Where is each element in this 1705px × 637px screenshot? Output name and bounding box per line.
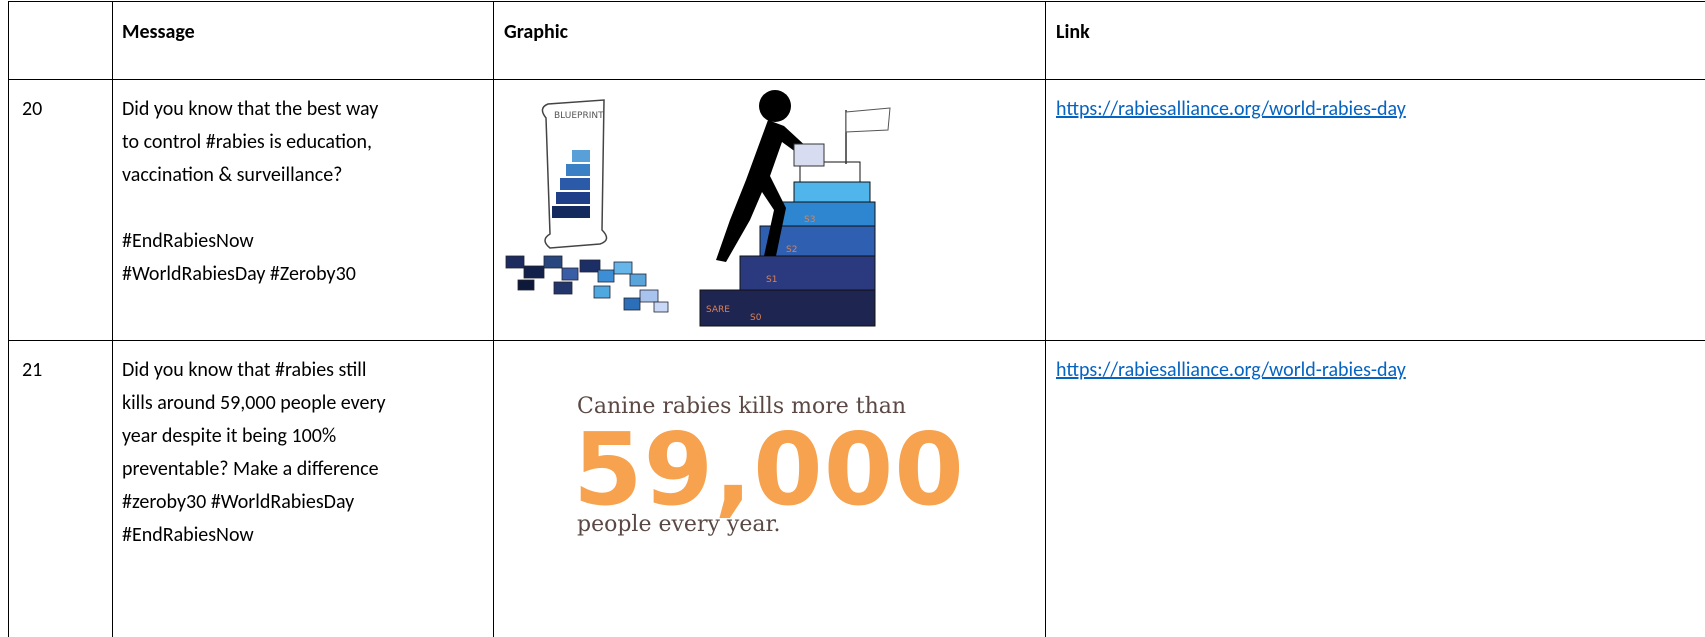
- rule: [112, 1, 113, 637]
- message-line: preventable? Make a difference: [122, 457, 379, 481]
- rule: [8, 340, 1705, 341]
- header-cell: Message: [122, 20, 195, 44]
- header-cell: Graphic: [504, 20, 569, 44]
- step-label: S1: [766, 275, 777, 285]
- rule: [1045, 1, 1046, 637]
- rule: [8, 1, 1705, 2]
- message-line: Did you know that the best way: [122, 97, 379, 121]
- message-line: kills around 59,000 people every: [122, 391, 386, 415]
- graphic-text: people every year.: [577, 512, 781, 537]
- link[interactable]: https://rabiesalliance.org/world-rabies-…: [1056, 97, 1406, 121]
- graphic-stairs: BLUEPRINT SARE S0 S1 S2 S3: [505, 90, 891, 327]
- step-label: SARE: [706, 305, 730, 315]
- row-number: 21: [22, 358, 43, 382]
- header-cell: Link: [1056, 20, 1090, 44]
- step-label: S2: [786, 245, 797, 255]
- rule: [8, 79, 1705, 80]
- link[interactable]: https://rabiesalliance.org/world-rabies-…: [1056, 358, 1406, 382]
- step-label: S0: [750, 313, 762, 323]
- message-line: vaccination & surveillance?: [122, 163, 343, 187]
- rule: [493, 1, 494, 637]
- message-line: year despite it being 100%: [122, 424, 337, 448]
- message-line: #EndRabiesNow: [122, 229, 254, 253]
- rule: [8, 1, 9, 637]
- message-line: #WorldRabiesDay #Zeroby30: [122, 262, 356, 286]
- step-label: S3: [804, 215, 815, 225]
- message-line: #EndRabiesNow: [122, 523, 254, 547]
- message-line: #zeroby30 #WorldRabiesDay: [122, 490, 355, 514]
- graphic-text: Canine rabies kills more than: [577, 394, 907, 419]
- graphic-number: 59,000: [573, 411, 965, 528]
- row-number: 20: [22, 97, 43, 121]
- message-line: Did you know that #rabies still: [122, 358, 367, 382]
- blueprint-label: BLUEPRINT: [554, 111, 604, 121]
- message-line: to control #rabies is education,: [122, 130, 373, 154]
